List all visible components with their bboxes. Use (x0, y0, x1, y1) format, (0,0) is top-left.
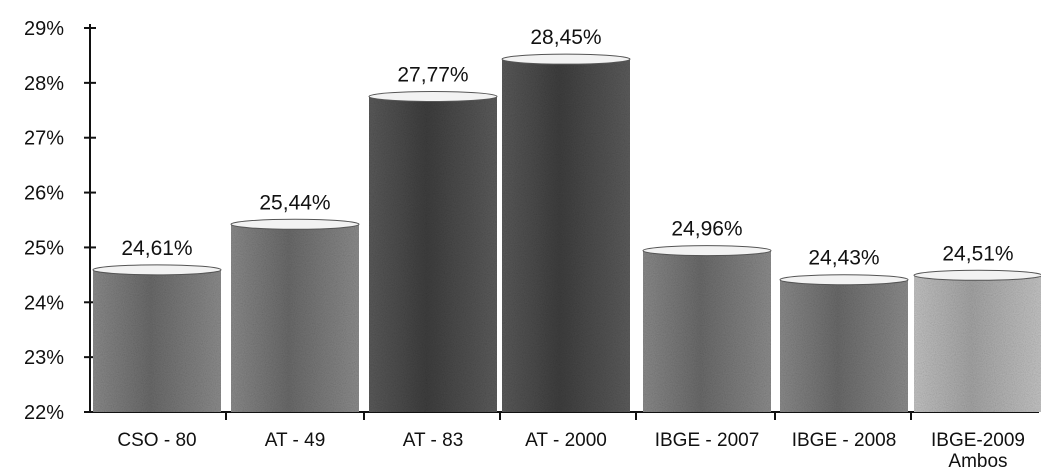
y-tick-label: 29% (24, 18, 64, 40)
bar (230, 218, 360, 412)
y-tick-label: 27% (24, 128, 64, 150)
data-label: 24,43% (808, 247, 879, 270)
data-labels-group: 24,61% 25,44% 27,77% 28,45% 24,96% 24,43% 24,5… (121, 26, 1013, 270)
y-tick-label: 22% (24, 402, 64, 424)
y-axis: 22% 23% 24% 25% 26% 27% 28% 29% (24, 18, 96, 424)
bar-cap (642, 245, 772, 257)
bar (913, 269, 1041, 412)
bar-cap (779, 274, 909, 286)
y-tick-label: 25% (24, 237, 64, 259)
data-label: 24,96% (671, 218, 742, 241)
x-axis (90, 411, 1039, 420)
category-label: Ambos (948, 451, 1007, 472)
bar-body (914, 274, 1041, 412)
category-labels-group: CSO - 80 AT - 49 AT - 83 AT - 2000 IBGE - 20… (117, 430, 1025, 472)
y-tick-label: 28% (24, 73, 64, 95)
data-label: 28,45% (530, 26, 601, 49)
bar-body (643, 249, 771, 412)
bar-cap (92, 264, 222, 276)
category-label: AT - 49 (265, 430, 326, 451)
bar-cap (501, 53, 631, 65)
category-label: AT - 2000 (525, 430, 607, 451)
category-label: IBGE - 2007 (655, 430, 760, 451)
category-label: CSO - 80 (117, 430, 196, 451)
bar-cap (368, 90, 498, 102)
category-label: IBGE - 2008 (792, 430, 897, 451)
bar (642, 245, 772, 412)
bar (779, 274, 909, 412)
bar-body (93, 268, 221, 412)
bar (368, 90, 498, 412)
bars-group (92, 53, 1041, 413)
bar (92, 264, 222, 412)
data-label: 25,44% (259, 191, 330, 214)
category-label: IBGE-2009 (931, 430, 1025, 451)
y-tick-label: 26% (24, 183, 64, 205)
y-tick-label: 23% (24, 347, 64, 369)
bar-cap (230, 218, 360, 230)
bar-cap (913, 269, 1041, 281)
bar-body (231, 223, 359, 412)
data-label: 27,77% (397, 63, 468, 86)
bar-body (780, 278, 908, 412)
data-label: 24,61% (121, 237, 192, 260)
bar-body (369, 95, 497, 412)
bar-body (502, 58, 630, 413)
bar (501, 53, 631, 413)
category-label: AT - 83 (403, 430, 464, 451)
y-tick-label: 24% (24, 292, 64, 314)
data-label: 24,51% (942, 242, 1013, 265)
